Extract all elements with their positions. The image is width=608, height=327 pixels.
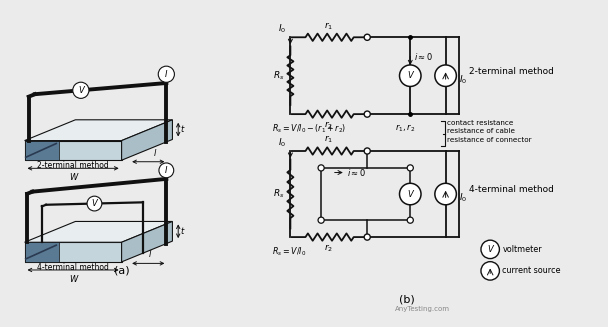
Circle shape (158, 66, 174, 82)
Text: 2-terminal method: 2-terminal method (469, 67, 553, 76)
Circle shape (407, 165, 413, 171)
Polygon shape (122, 221, 173, 262)
Circle shape (364, 148, 370, 154)
Text: $r_1$: $r_1$ (324, 20, 333, 32)
Text: contact resistance: contact resistance (446, 120, 513, 126)
Polygon shape (24, 120, 173, 141)
Circle shape (87, 196, 102, 211)
Text: 4-terminal method: 4-terminal method (469, 185, 553, 194)
Text: $I_0$: $I_0$ (458, 192, 467, 204)
Circle shape (399, 183, 421, 205)
Text: l: l (154, 149, 156, 158)
Text: $R_s=V/I_0-(r_1+r_2)$: $R_s=V/I_0-(r_1+r_2)$ (272, 123, 346, 135)
Text: t: t (181, 125, 184, 134)
Circle shape (364, 111, 370, 117)
Circle shape (481, 240, 499, 259)
Circle shape (481, 262, 499, 280)
Text: AnyTesting.com: AnyTesting.com (395, 306, 450, 312)
Circle shape (318, 165, 324, 171)
Text: W: W (69, 275, 77, 284)
Text: $r_1,r_2$: $r_1,r_2$ (395, 123, 415, 134)
Text: resistance of cable: resistance of cable (446, 128, 514, 134)
Text: V: V (92, 199, 97, 208)
Polygon shape (24, 242, 58, 262)
Text: t: t (181, 227, 184, 236)
Circle shape (318, 217, 324, 223)
Text: W: W (69, 173, 77, 182)
Text: $r_2$: $r_2$ (324, 120, 333, 131)
Polygon shape (24, 141, 122, 160)
Polygon shape (122, 120, 173, 160)
Circle shape (399, 65, 421, 86)
Text: $I_0$: $I_0$ (278, 22, 287, 35)
Text: voltmeter: voltmeter (502, 245, 542, 254)
Text: V: V (487, 245, 493, 254)
Text: 2-terminal method: 2-terminal method (37, 162, 109, 170)
Circle shape (364, 234, 370, 240)
Circle shape (435, 183, 457, 205)
Text: I: I (165, 166, 168, 175)
Circle shape (435, 65, 457, 86)
Text: 4-terminal method: 4-terminal method (37, 263, 109, 272)
Text: $r_2$: $r_2$ (324, 243, 333, 254)
Polygon shape (24, 141, 58, 160)
Text: $i\approx 0$: $i\approx 0$ (347, 167, 367, 178)
Circle shape (73, 82, 89, 98)
Text: I: I (165, 70, 168, 79)
Text: $I_0$: $I_0$ (458, 73, 467, 86)
Text: $r_1$: $r_1$ (324, 134, 333, 146)
Text: resistance of connector: resistance of connector (446, 137, 531, 143)
Text: (a): (a) (114, 265, 130, 275)
Text: V: V (78, 86, 84, 95)
Text: current source: current source (502, 267, 561, 275)
Text: (b): (b) (399, 295, 415, 305)
Circle shape (364, 34, 370, 40)
Polygon shape (24, 221, 173, 242)
Text: $R_s$: $R_s$ (274, 188, 285, 200)
Text: V: V (407, 190, 413, 198)
Circle shape (407, 217, 413, 223)
Text: V: V (407, 71, 413, 80)
Text: $R_s$: $R_s$ (274, 69, 285, 82)
Text: $I_0$: $I_0$ (278, 136, 287, 148)
Text: l: l (148, 250, 151, 259)
Text: $i\approx 0$: $i\approx 0$ (414, 51, 434, 62)
Polygon shape (24, 242, 122, 262)
Text: $R_s=V/I_0$: $R_s=V/I_0$ (272, 246, 306, 258)
Circle shape (159, 163, 174, 178)
